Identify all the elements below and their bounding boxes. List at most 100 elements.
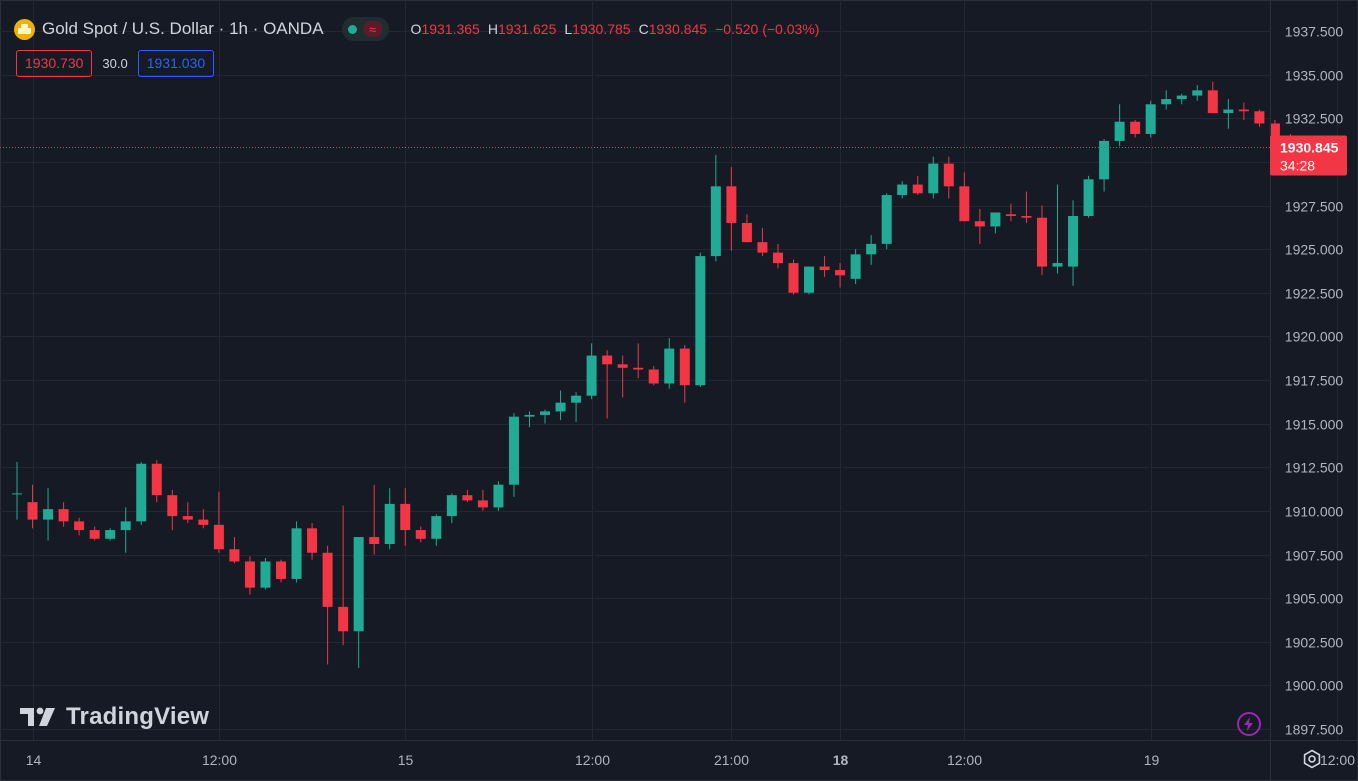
candle bbox=[710, 154, 721, 262]
candle-body bbox=[1269, 123, 1280, 138]
candle-body bbox=[1145, 104, 1156, 134]
candle bbox=[928, 156, 939, 199]
candle bbox=[43, 488, 54, 541]
symbol-legend: Gold Spot / U.S. Dollar · 1h · OANDA ≈ O… bbox=[14, 16, 819, 42]
candle-body bbox=[555, 402, 566, 412]
candle-body bbox=[586, 355, 597, 396]
low-value: 1930.785 bbox=[572, 21, 631, 37]
candle-body bbox=[1254, 111, 1265, 124]
candle-body bbox=[928, 163, 939, 194]
candle bbox=[182, 502, 193, 524]
x-tick-label: 12:00 bbox=[202, 752, 237, 768]
candle bbox=[524, 411, 535, 428]
candle bbox=[244, 556, 255, 595]
y-tick-label: 1910.000 bbox=[1285, 504, 1344, 520]
candle bbox=[648, 366, 659, 386]
y-tick-label: 1902.500 bbox=[1285, 635, 1344, 651]
candle bbox=[1052, 184, 1063, 274]
x-tick-label: 12:00 bbox=[947, 752, 982, 768]
candle bbox=[586, 343, 597, 400]
candle-body bbox=[881, 195, 892, 244]
candle-body bbox=[1238, 109, 1249, 112]
candle-body bbox=[369, 537, 380, 545]
candle-body bbox=[1207, 90, 1218, 114]
candle bbox=[353, 537, 364, 668]
candle-body bbox=[1161, 99, 1172, 105]
candle bbox=[213, 491, 224, 553]
symbol-title[interactable]: Gold Spot / U.S. Dollar · 1h · OANDA bbox=[42, 19, 324, 38]
candle bbox=[1021, 191, 1032, 223]
y-tick-label: 1907.500 bbox=[1285, 548, 1344, 564]
candle-body bbox=[1005, 214, 1016, 216]
candle-body bbox=[990, 212, 1001, 227]
candle bbox=[307, 523, 318, 560]
candle bbox=[151, 460, 162, 503]
candle-body bbox=[12, 493, 22, 495]
candle bbox=[276, 559, 287, 583]
candle bbox=[477, 489, 488, 511]
candle bbox=[1223, 99, 1234, 129]
candle-body bbox=[508, 416, 519, 485]
candle-body bbox=[772, 252, 783, 264]
x-tick-label: 15 bbox=[398, 752, 414, 768]
candle bbox=[400, 488, 411, 546]
candle bbox=[959, 172, 970, 222]
sell-button[interactable]: 1930.730 bbox=[16, 50, 93, 77]
settings-icon[interactable] bbox=[1302, 749, 1322, 769]
candle-body bbox=[695, 256, 706, 386]
candle-body bbox=[431, 516, 442, 539]
candle-body bbox=[648, 369, 659, 384]
x-tick-label: 12:00 bbox=[1320, 752, 1355, 768]
candle bbox=[12, 462, 22, 520]
candle bbox=[1192, 85, 1203, 101]
candle bbox=[415, 526, 426, 543]
candle bbox=[835, 263, 846, 288]
candle bbox=[1130, 119, 1141, 138]
buy-button[interactable]: 1931.030 bbox=[137, 50, 215, 77]
candle bbox=[1161, 90, 1172, 110]
y-tick-label: 1937.500 bbox=[1285, 24, 1344, 40]
candle-body bbox=[477, 500, 488, 508]
candle bbox=[167, 489, 178, 531]
candle-body bbox=[89, 530, 100, 539]
candle bbox=[89, 526, 100, 541]
y-tick-label: 1915.000 bbox=[1285, 417, 1344, 433]
candle-body bbox=[1021, 215, 1032, 218]
candle-body bbox=[1052, 263, 1063, 267]
price-change: −0.520 (−0.03%) bbox=[715, 21, 820, 37]
candle-body bbox=[959, 186, 970, 222]
candle-body bbox=[27, 502, 38, 520]
candle-body bbox=[943, 163, 954, 187]
candle bbox=[819, 256, 830, 278]
y-tick-label: 1922.500 bbox=[1285, 286, 1344, 302]
y-tick-label: 1932.500 bbox=[1285, 111, 1344, 127]
candle-body bbox=[244, 561, 255, 588]
candle-body bbox=[105, 530, 116, 539]
x-tick-label: 18 bbox=[833, 752, 849, 768]
candle-body bbox=[338, 606, 349, 632]
candle bbox=[633, 343, 644, 379]
candle-body bbox=[912, 184, 923, 194]
candle bbox=[602, 350, 613, 419]
market-status[interactable]: ≈ bbox=[341, 17, 389, 41]
candle-body bbox=[182, 516, 193, 520]
candle-body bbox=[400, 503, 411, 531]
candle-body bbox=[260, 561, 271, 588]
candle bbox=[508, 413, 519, 497]
candle bbox=[757, 228, 768, 257]
candle-body bbox=[229, 549, 240, 562]
x-tick-label: 19 bbox=[1144, 752, 1160, 768]
candle-body bbox=[602, 355, 613, 365]
market-status-icon[interactable]: ≈ bbox=[362, 21, 383, 37]
candle bbox=[664, 338, 675, 389]
candle-body bbox=[151, 463, 162, 496]
candle-body bbox=[446, 495, 457, 517]
candle bbox=[1036, 205, 1047, 276]
candle bbox=[555, 390, 566, 421]
candle bbox=[897, 181, 908, 199]
candle-body bbox=[710, 186, 721, 257]
bolt-icon[interactable] bbox=[1237, 712, 1261, 736]
candle-body bbox=[850, 254, 861, 279]
candle bbox=[105, 528, 116, 541]
